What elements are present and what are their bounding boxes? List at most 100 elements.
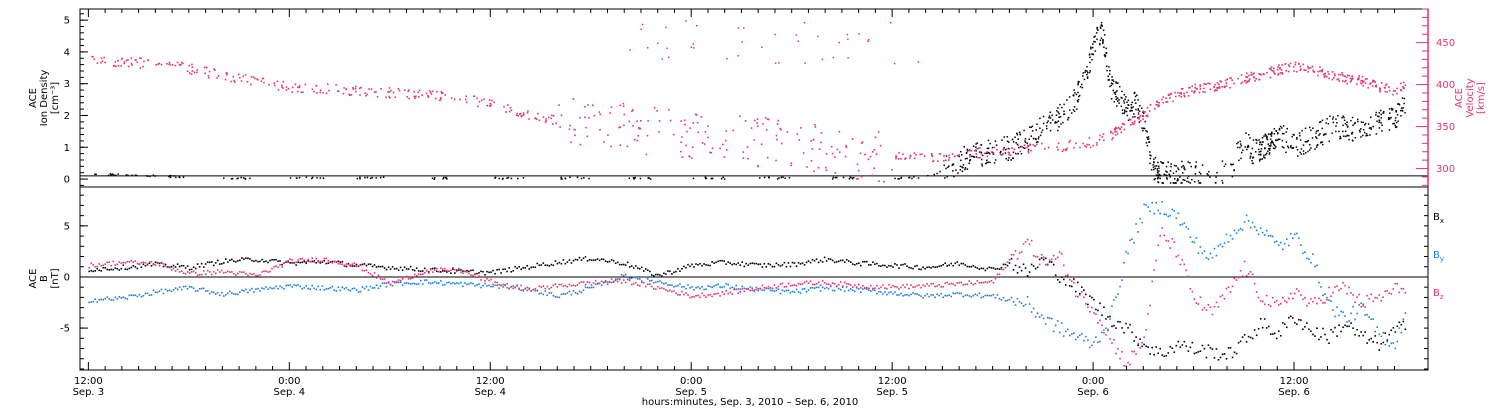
field-point <box>144 261 147 264</box>
field-point <box>208 271 211 273</box>
density-point <box>134 174 136 176</box>
field-point <box>564 293 567 295</box>
density-point <box>1338 130 1340 133</box>
field-point <box>104 267 107 269</box>
field-point <box>448 281 450 284</box>
density-point <box>1299 134 1301 137</box>
field-point <box>112 268 115 271</box>
field-point <box>1048 259 1051 262</box>
density-point <box>962 164 965 166</box>
field-point <box>859 286 862 289</box>
field-point <box>116 298 119 300</box>
density-point <box>1362 121 1364 124</box>
density-point <box>1224 163 1227 165</box>
velocity-point <box>867 39 870 41</box>
density-point <box>1120 105 1123 108</box>
field-point <box>1107 328 1109 331</box>
velocity-point <box>1217 87 1220 89</box>
density-point <box>1277 138 1280 141</box>
density-point <box>178 176 181 178</box>
field-point <box>793 262 796 264</box>
velocity-point <box>273 82 276 85</box>
field-point <box>196 274 199 277</box>
field-point <box>365 264 368 267</box>
field-point <box>436 282 438 285</box>
field-point <box>182 264 185 267</box>
density-point <box>1397 120 1399 122</box>
density-point <box>1086 73 1088 76</box>
density-point <box>1138 110 1141 112</box>
density-point <box>1231 164 1233 166</box>
velocity-point <box>898 151 900 154</box>
field-point <box>640 266 643 269</box>
field-point <box>1203 306 1206 309</box>
field-point <box>518 288 520 291</box>
velocity-point <box>1246 76 1249 79</box>
velocity-point <box>1029 143 1031 146</box>
density-point <box>1331 118 1334 120</box>
density-point <box>1265 153 1267 156</box>
density-point <box>1221 160 1224 162</box>
density-point <box>109 173 112 175</box>
field-point <box>373 264 376 266</box>
density-point <box>1026 142 1028 144</box>
velocity-point <box>226 73 228 76</box>
field-point <box>1046 264 1049 266</box>
density-point <box>965 152 968 154</box>
density-point <box>1323 133 1326 135</box>
field-point <box>216 269 219 271</box>
density-point <box>992 151 994 154</box>
density-point <box>1121 109 1124 111</box>
field-point <box>1195 351 1198 354</box>
density-point <box>692 177 695 180</box>
density-point <box>240 176 242 179</box>
field-point <box>904 294 906 296</box>
density-point <box>1114 91 1117 93</box>
field-point <box>1113 324 1115 327</box>
velocity-point <box>174 64 177 67</box>
field-point <box>1261 326 1264 329</box>
velocity-point <box>587 104 589 106</box>
velocity-point <box>232 75 235 78</box>
density-point <box>1084 71 1086 74</box>
field-point <box>1052 330 1055 333</box>
density-point <box>1360 121 1363 123</box>
density-point <box>1271 141 1273 144</box>
field-point <box>663 272 665 275</box>
field-point <box>218 271 221 273</box>
field-point <box>208 292 211 295</box>
density-point <box>1073 110 1076 113</box>
field-point <box>948 283 951 285</box>
field-point <box>110 264 113 267</box>
density-point <box>1070 112 1073 114</box>
field-point <box>339 289 342 292</box>
density-point <box>1169 176 1172 178</box>
field-point <box>411 268 414 271</box>
field-point <box>801 262 804 264</box>
velocity-point <box>790 162 793 164</box>
density-point <box>1003 146 1005 149</box>
density-point <box>1363 131 1366 134</box>
field-point <box>204 273 207 276</box>
field-point <box>934 266 936 268</box>
density-point <box>1130 103 1133 106</box>
velocity-point <box>1191 90 1193 93</box>
density-point <box>1370 126 1372 129</box>
field-point <box>363 287 366 290</box>
field-point <box>1296 323 1298 325</box>
field-point <box>1334 326 1336 329</box>
field-point <box>170 265 173 268</box>
field-point <box>1281 248 1284 251</box>
field-point <box>1131 238 1133 241</box>
field-point <box>186 265 189 267</box>
density-point <box>1146 136 1148 139</box>
field-point <box>1211 348 1214 350</box>
density-point <box>1113 91 1116 94</box>
field-point <box>966 265 969 268</box>
density-point <box>1051 114 1053 117</box>
field-point <box>401 269 404 271</box>
velocity-point <box>1169 93 1172 96</box>
field-point <box>791 261 794 264</box>
field-point <box>367 289 370 291</box>
field-point <box>1382 341 1385 344</box>
